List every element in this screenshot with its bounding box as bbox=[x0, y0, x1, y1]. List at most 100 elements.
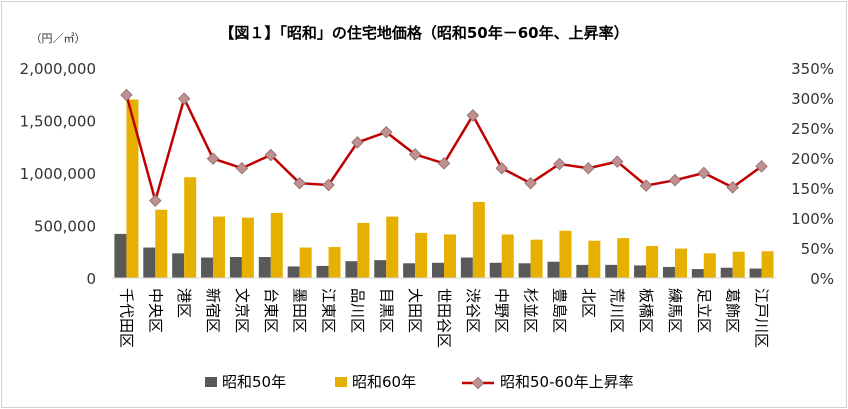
bar-showa60 bbox=[674, 248, 687, 278]
bar-showa50 bbox=[749, 268, 762, 278]
x-tick-label: 目黒区 bbox=[377, 288, 395, 333]
legend-label-showa50: 昭和50年 bbox=[222, 373, 286, 391]
x-tick-label: 渋谷区 bbox=[464, 288, 482, 333]
rate-marker bbox=[639, 179, 653, 192]
y2-tick-label: 0% bbox=[810, 270, 834, 288]
rate-marker bbox=[524, 176, 537, 190]
bar-showa50 bbox=[143, 247, 156, 278]
bar-showa50 bbox=[489, 262, 502, 278]
legend-label-showa60: 昭和60年 bbox=[352, 373, 416, 391]
rate-marker bbox=[235, 161, 249, 175]
x-tick-label: 新宿区 bbox=[204, 288, 222, 333]
rate-marker bbox=[726, 181, 739, 194]
bar-showa60 bbox=[761, 251, 774, 278]
bar-showa60 bbox=[530, 239, 543, 278]
rate-marker bbox=[264, 148, 278, 162]
x-tick-label: 中央区 bbox=[146, 288, 164, 333]
bar-showa50 bbox=[432, 262, 444, 278]
bar-showa50 bbox=[258, 257, 271, 278]
x-tick-label: 文京区 bbox=[233, 288, 251, 333]
x-tick-label: 杉並区 bbox=[522, 288, 540, 333]
bar-showa60 bbox=[501, 234, 514, 278]
rate-marker bbox=[495, 161, 508, 175]
x-tick-label: 品川区 bbox=[348, 288, 366, 333]
legend-swatch-rate-marker bbox=[471, 376, 485, 390]
rate-marker bbox=[206, 152, 220, 165]
bar-showa50 bbox=[114, 233, 127, 278]
bar-showa50 bbox=[172, 253, 185, 278]
x-tick-label: 豊島区 bbox=[550, 288, 568, 333]
x-axis-labels: 千代田区 中央区 港区 新宿区 文京区 台東区 墨田区 江東区 品川区 目黒区 大田区 世田谷区 渋谷区… bbox=[117, 288, 770, 348]
bar-showa50 bbox=[229, 257, 242, 278]
bar-showa60 bbox=[357, 222, 370, 278]
bar-showa50 bbox=[662, 266, 675, 278]
bar-showa60 bbox=[588, 240, 601, 278]
bar-showa50 bbox=[403, 263, 416, 278]
y2-tick-label: 250% bbox=[791, 120, 834, 138]
y-tick-label: 0 bbox=[86, 270, 96, 288]
legend-label-rate: 昭和50-60年上昇率 bbox=[500, 373, 634, 391]
bar-showa60 bbox=[213, 216, 226, 278]
bar-showa60 bbox=[415, 232, 428, 278]
rate-marker bbox=[177, 92, 191, 105]
rate-line bbox=[125, 94, 763, 206]
x-tick-label: 板橋区 bbox=[637, 288, 655, 333]
rate-marker bbox=[322, 178, 335, 192]
x-tick-label: 大田区 bbox=[406, 288, 424, 333]
x-tick-label: 台東区 bbox=[262, 288, 280, 333]
bar-showa60 bbox=[184, 177, 197, 278]
bar-showa50 bbox=[691, 269, 704, 278]
bar-showa50 bbox=[634, 265, 647, 278]
rate-marker bbox=[351, 136, 364, 149]
bar-showa50 bbox=[576, 264, 589, 278]
y-tick-label: 2,000,000 bbox=[20, 60, 96, 78]
bar-group bbox=[114, 99, 774, 278]
y-tick-label: 1,000,000 bbox=[20, 165, 96, 183]
rate-marker bbox=[668, 173, 682, 187]
rate-marker bbox=[697, 166, 711, 180]
y2-tick-label: 50% bbox=[801, 240, 834, 258]
bar-showa60 bbox=[617, 238, 630, 278]
bar-showa60 bbox=[328, 247, 341, 278]
bar-showa50 bbox=[605, 264, 618, 278]
x-tick-label: 中野区 bbox=[493, 288, 511, 333]
bar-showa50 bbox=[345, 261, 358, 278]
x-tick-label: 北区 bbox=[579, 288, 597, 318]
rate-marker bbox=[408, 148, 422, 161]
x-tick-label: 葛飾区 bbox=[724, 288, 742, 333]
chart-title: 【図１】「昭和」の住宅地価格（昭和50年－60年、上昇率） bbox=[219, 24, 628, 42]
rate-marker bbox=[293, 176, 306, 190]
bar-showa60 bbox=[472, 201, 485, 278]
rate-marker bbox=[120, 88, 133, 102]
x-tick-label: 港区 bbox=[175, 288, 193, 318]
bar-showa60 bbox=[155, 209, 168, 278]
bar-showa60 bbox=[386, 216, 399, 278]
bar-showa60 bbox=[444, 234, 456, 278]
bar-showa50 bbox=[720, 267, 733, 278]
rate-marker bbox=[610, 155, 624, 168]
x-tick-label: 江東区 bbox=[320, 288, 338, 333]
y-tick-label: 500,000 bbox=[34, 218, 96, 236]
bar-showa60 bbox=[270, 212, 283, 278]
bar-showa50 bbox=[547, 261, 560, 278]
bar-showa50 bbox=[460, 257, 473, 278]
rate-marker bbox=[149, 194, 162, 207]
rate-line-group bbox=[120, 88, 768, 207]
bar-showa50 bbox=[287, 266, 300, 278]
x-tick-label: 荒川区 bbox=[608, 288, 626, 333]
x-tick-label: 練馬区 bbox=[666, 288, 684, 333]
y-tick-label: 1,500,000 bbox=[20, 113, 96, 131]
y-axis-ticks: 0 500,000 1,000,000 1,500,000 2,000,000 bbox=[20, 60, 96, 288]
x-tick-label: 墨田区 bbox=[291, 288, 309, 333]
rate-marker bbox=[755, 160, 768, 173]
bar-showa60 bbox=[732, 251, 745, 278]
y2-axis-ticks: 0% 50% 100% 150% 200% 250% 300% 350% bbox=[791, 60, 834, 288]
legend: 昭和50年 昭和60年 昭和50-60年上昇率 bbox=[205, 373, 634, 391]
bar-showa50 bbox=[316, 265, 329, 278]
y-axis-unit-label: （円／㎡） bbox=[31, 32, 86, 45]
x-tick-label: 世田谷区 bbox=[435, 288, 453, 348]
rate-marker bbox=[380, 125, 393, 139]
rate-marker bbox=[437, 157, 451, 170]
